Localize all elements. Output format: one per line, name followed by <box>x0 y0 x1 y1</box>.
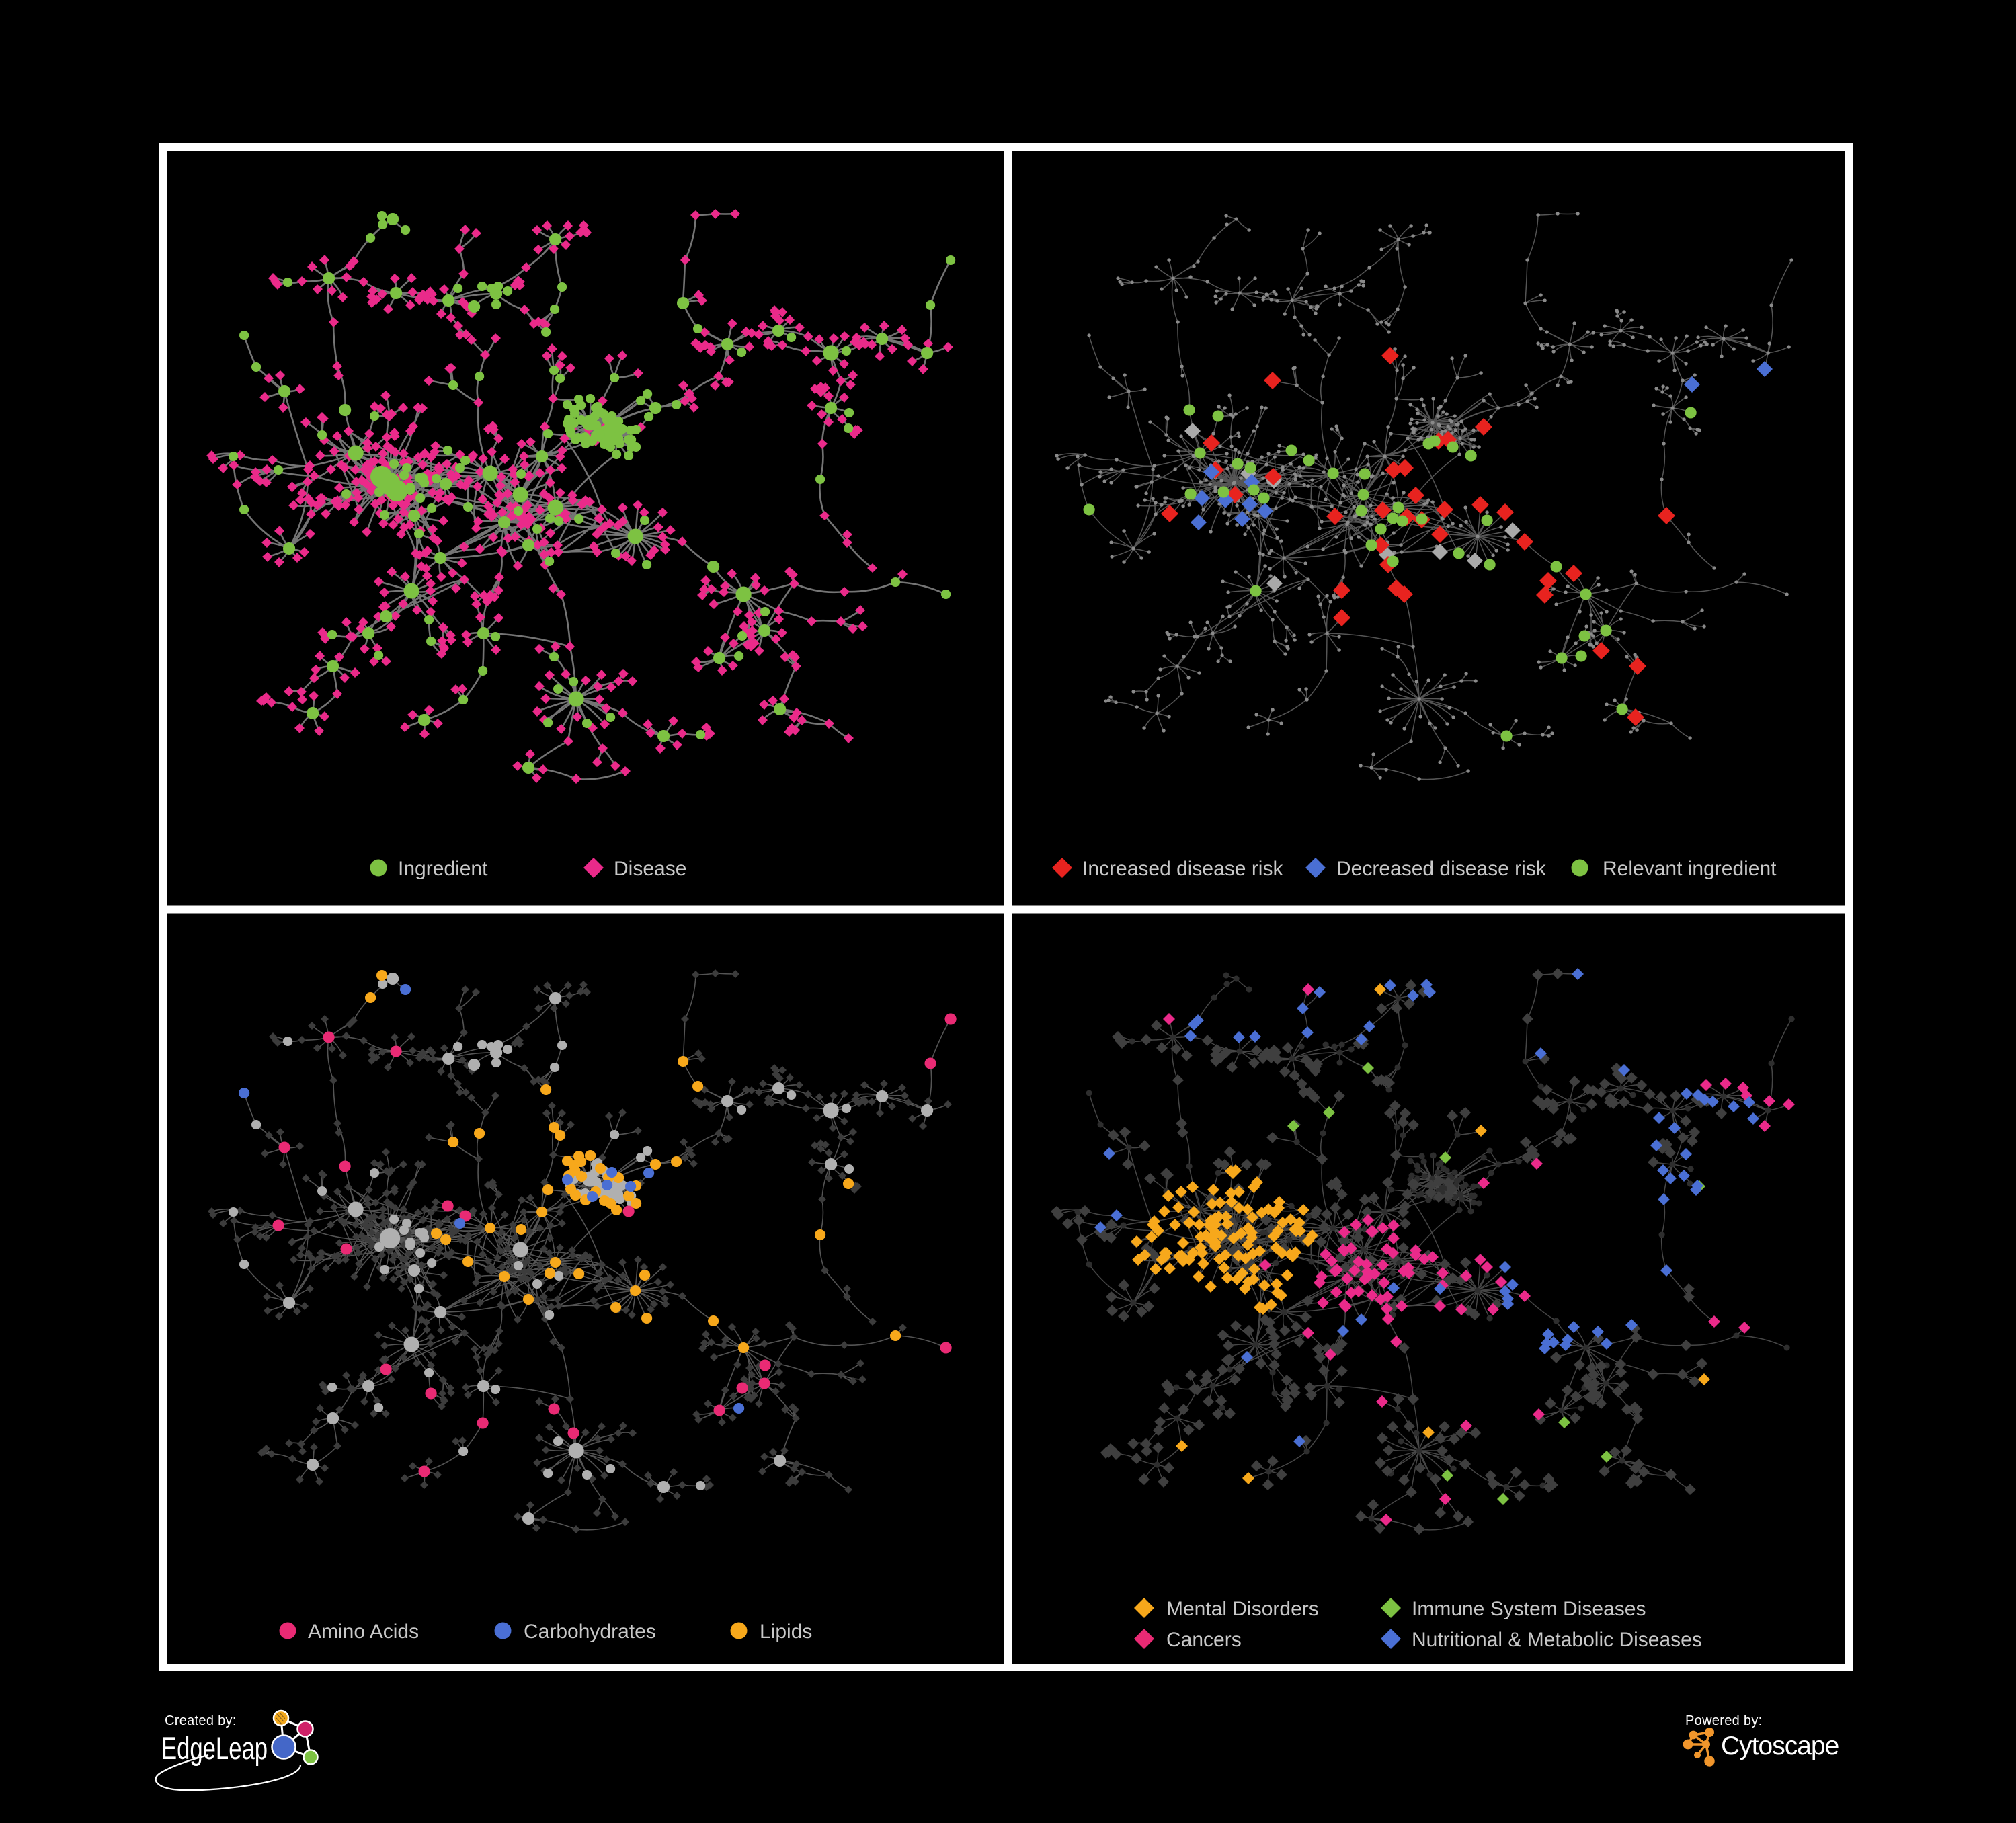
svg-text:Immune System Diseases: Immune System Diseases <box>1412 1598 1646 1620</box>
svg-text:Powered by:: Powered by: <box>1685 1713 1762 1728</box>
svg-text:Cancers: Cancers <box>1166 1629 1242 1651</box>
svg-text:Increased disease risk: Increased disease risk <box>1082 858 1283 880</box>
svg-text:Mental Disorders: Mental Disorders <box>1166 1598 1319 1620</box>
svg-text:Nutritional & Metabolic Diseas: Nutritional & Metabolic Diseases <box>1412 1629 1702 1651</box>
svg-text:Carbohydrates: Carbohydrates <box>524 1621 656 1643</box>
svg-text:Cytoscape: Cytoscape <box>1721 1732 1839 1760</box>
svg-text:Relevant ingredient: Relevant ingredient <box>1603 858 1777 880</box>
svg-text:Ingredient: Ingredient <box>398 858 488 880</box>
svg-text:Amino Acids: Amino Acids <box>308 1621 419 1643</box>
svg-text:Lipids: Lipids <box>760 1621 812 1643</box>
svg-text:Disease: Disease <box>614 858 686 880</box>
svg-text:Decreased disease risk: Decreased disease risk <box>1336 858 1547 880</box>
svg-text:EdgeLeap: EdgeLeap <box>161 1730 268 1766</box>
svg-text:Created by:: Created by: <box>165 1713 237 1728</box>
